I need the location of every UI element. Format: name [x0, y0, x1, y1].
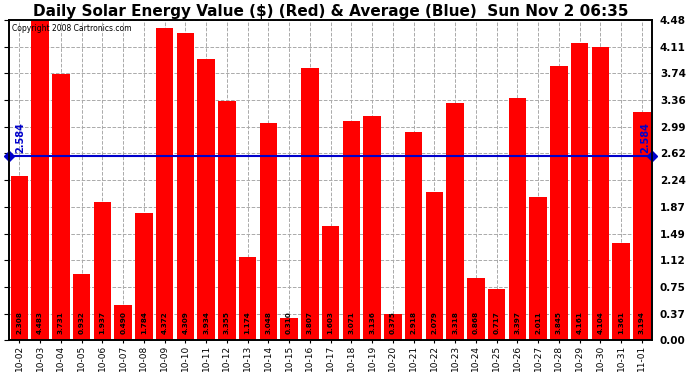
- Text: 3.136: 3.136: [369, 311, 375, 334]
- Bar: [177, 33, 194, 340]
- Bar: [197, 59, 215, 340]
- Text: 3.355: 3.355: [224, 311, 230, 334]
- Text: 1.174: 1.174: [245, 311, 250, 334]
- Text: 0.932: 0.932: [79, 311, 85, 334]
- Bar: [364, 116, 381, 340]
- Text: 2.584: 2.584: [15, 122, 26, 153]
- Bar: [280, 318, 298, 340]
- Text: Copyright 2008 Cartronics.com: Copyright 2008 Cartronics.com: [12, 24, 132, 33]
- Text: 0.868: 0.868: [473, 311, 479, 334]
- Text: 4.483: 4.483: [37, 311, 43, 334]
- Text: 3.194: 3.194: [639, 311, 645, 334]
- Bar: [301, 68, 319, 340]
- Text: 2.011: 2.011: [535, 311, 541, 334]
- Bar: [342, 121, 360, 340]
- Bar: [529, 197, 547, 340]
- Text: 2.308: 2.308: [17, 311, 22, 334]
- Bar: [135, 213, 152, 340]
- Text: 3.807: 3.807: [307, 311, 313, 334]
- Text: 1.784: 1.784: [141, 311, 147, 334]
- Bar: [239, 256, 257, 340]
- Text: 0.717: 0.717: [493, 311, 500, 334]
- Text: 0.310: 0.310: [286, 311, 292, 334]
- Bar: [259, 123, 277, 340]
- Text: 1.937: 1.937: [99, 311, 106, 334]
- Bar: [94, 202, 111, 340]
- Text: 0.375: 0.375: [390, 311, 396, 334]
- Text: 2.584: 2.584: [640, 122, 650, 153]
- Text: 3.071: 3.071: [348, 311, 355, 334]
- Bar: [591, 47, 609, 340]
- Bar: [550, 66, 568, 341]
- Text: 3.731: 3.731: [58, 311, 64, 334]
- Text: 2.918: 2.918: [411, 311, 417, 334]
- Bar: [218, 101, 236, 340]
- Text: 3.934: 3.934: [203, 311, 209, 334]
- Bar: [426, 192, 443, 340]
- Text: 0.490: 0.490: [120, 311, 126, 334]
- Bar: [571, 43, 589, 340]
- Text: 4.309: 4.309: [182, 311, 188, 334]
- Bar: [384, 314, 402, 340]
- Bar: [446, 104, 464, 340]
- Bar: [612, 243, 630, 340]
- Text: 3.318: 3.318: [452, 311, 458, 334]
- Bar: [509, 98, 526, 340]
- Bar: [405, 132, 422, 340]
- Text: 1.361: 1.361: [618, 311, 624, 334]
- Text: 2.079: 2.079: [431, 311, 437, 334]
- Bar: [467, 278, 484, 340]
- Bar: [10, 176, 28, 340]
- Bar: [115, 305, 132, 340]
- Text: 4.372: 4.372: [161, 311, 168, 334]
- Bar: [73, 274, 90, 340]
- Bar: [633, 112, 651, 340]
- Bar: [52, 74, 70, 341]
- Text: 3.397: 3.397: [514, 311, 520, 334]
- Title: Daily Solar Energy Value ($) (Red) & Average (Blue)  Sun Nov 2 06:35: Daily Solar Energy Value ($) (Red) & Ave…: [33, 4, 629, 19]
- Bar: [156, 28, 173, 340]
- Bar: [322, 226, 339, 340]
- Bar: [31, 20, 49, 340]
- Text: 1.603: 1.603: [328, 311, 333, 334]
- Text: 3.048: 3.048: [266, 311, 271, 334]
- Text: 3.845: 3.845: [556, 311, 562, 334]
- Text: 4.104: 4.104: [598, 311, 603, 334]
- Text: 4.161: 4.161: [577, 311, 582, 334]
- Bar: [488, 289, 505, 340]
